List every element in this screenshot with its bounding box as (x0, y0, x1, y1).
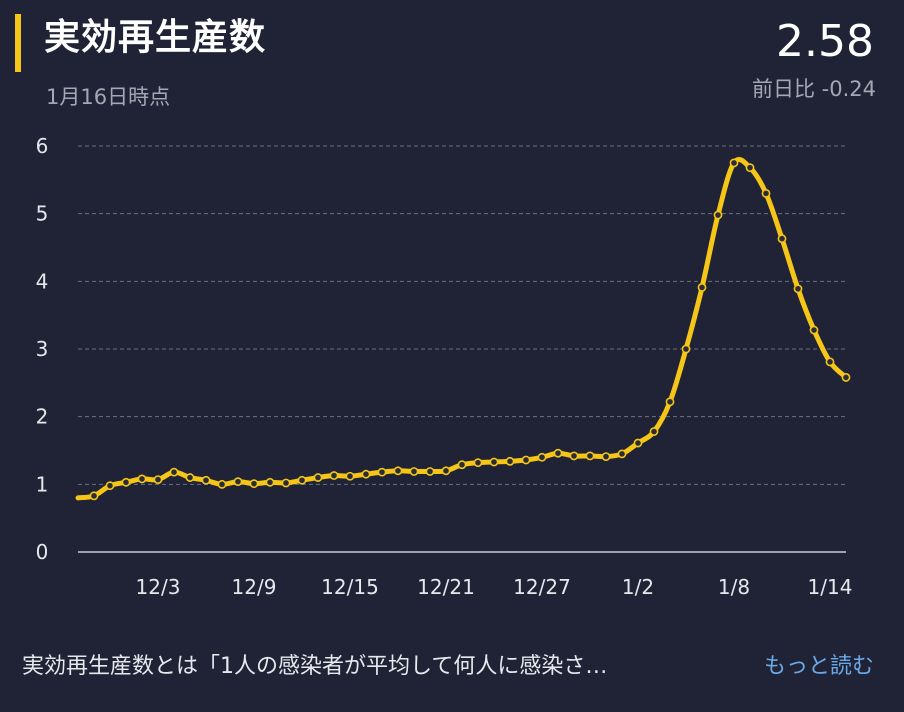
data-point (713, 210, 723, 220)
data-point (633, 438, 643, 448)
data-point (521, 455, 531, 465)
y-tick-label: 3 (36, 337, 49, 361)
current-value: 2.58 (776, 16, 874, 67)
series-line (75, 157, 849, 501)
y-tick-label: 1 (36, 472, 49, 496)
data-point (537, 452, 547, 462)
data-point (185, 473, 195, 482)
data-point (601, 452, 611, 461)
x-tick-labels: 12/3 12/9 12/15 12/21 12/27 1/2 1/8 1/14 (136, 575, 853, 599)
data-point (137, 474, 147, 484)
x-tick-label: 1/8 (718, 575, 750, 599)
data-point (329, 471, 339, 480)
day-over-day-change: 前日比 -0.24 (751, 77, 876, 101)
data-point (393, 466, 403, 476)
data-point (425, 467, 435, 476)
data-point (153, 475, 163, 484)
y-tick-labels: 0 1 2 3 4 5 6 (36, 134, 49, 564)
data-point (377, 467, 387, 477)
data-point (361, 469, 371, 479)
data-point (441, 466, 451, 476)
y-tick-label: 2 (36, 405, 49, 429)
data-point (409, 467, 419, 476)
y-tick-label: 4 (36, 269, 49, 293)
data-point (105, 481, 115, 491)
series-layer (75, 157, 849, 501)
read-more-link[interactable]: もっと読む (763, 654, 874, 679)
title-accent-bar (15, 14, 21, 72)
data-points (89, 158, 851, 501)
data-point (761, 188, 771, 198)
data-point (809, 325, 819, 335)
data-point (697, 283, 707, 292)
data-point (585, 451, 595, 461)
data-point (617, 449, 627, 459)
grid-layer (78, 145, 846, 553)
x-tick-label: 12/3 (136, 575, 181, 599)
data-point (345, 471, 355, 481)
data-point (665, 397, 675, 407)
data-point (793, 284, 803, 294)
data-point (233, 477, 243, 487)
x-tick-label: 12/9 (232, 575, 277, 599)
x-tick-label: 12/15 (321, 575, 379, 599)
data-point (825, 357, 835, 367)
y-tick-label: 6 (36, 134, 49, 158)
data-point (553, 448, 563, 458)
data-point (281, 478, 291, 488)
x-tick-label: 1/2 (622, 575, 654, 599)
data-point (201, 475, 211, 485)
x-tick-label: 1/14 (808, 575, 853, 599)
data-point (297, 475, 307, 485)
page-title: 実効再生産数 (44, 17, 267, 58)
data-point (489, 457, 499, 467)
data-point (729, 158, 739, 168)
data-point (841, 373, 851, 382)
data-point (681, 344, 691, 354)
line-chart: 0 1 2 3 4 5 6 12/3 12/9 12/15 12/21 12/27 1/2 1/8 1/1… (36, 134, 853, 599)
data-point (745, 163, 755, 173)
data-point (473, 458, 483, 468)
as-of-date: 1月16日時点 (46, 85, 171, 109)
data-point (217, 479, 227, 489)
description-text: 実効再生産数とは「1人の感染者が平均して何人に感染さ… (22, 654, 608, 679)
data-point (265, 477, 275, 487)
y-tick-label: 5 (36, 202, 49, 226)
data-point (505, 456, 515, 466)
data-point (249, 479, 259, 489)
data-point (313, 473, 323, 482)
x-tick-label: 12/21 (417, 575, 475, 599)
data-point (169, 467, 179, 477)
data-point (457, 460, 467, 470)
y-tick-label: 0 (36, 540, 49, 564)
data-point (569, 451, 579, 461)
data-point (89, 491, 99, 501)
x-tick-label: 12/27 (513, 575, 571, 599)
data-point (649, 427, 659, 436)
data-point (777, 234, 787, 244)
data-point (121, 477, 131, 487)
